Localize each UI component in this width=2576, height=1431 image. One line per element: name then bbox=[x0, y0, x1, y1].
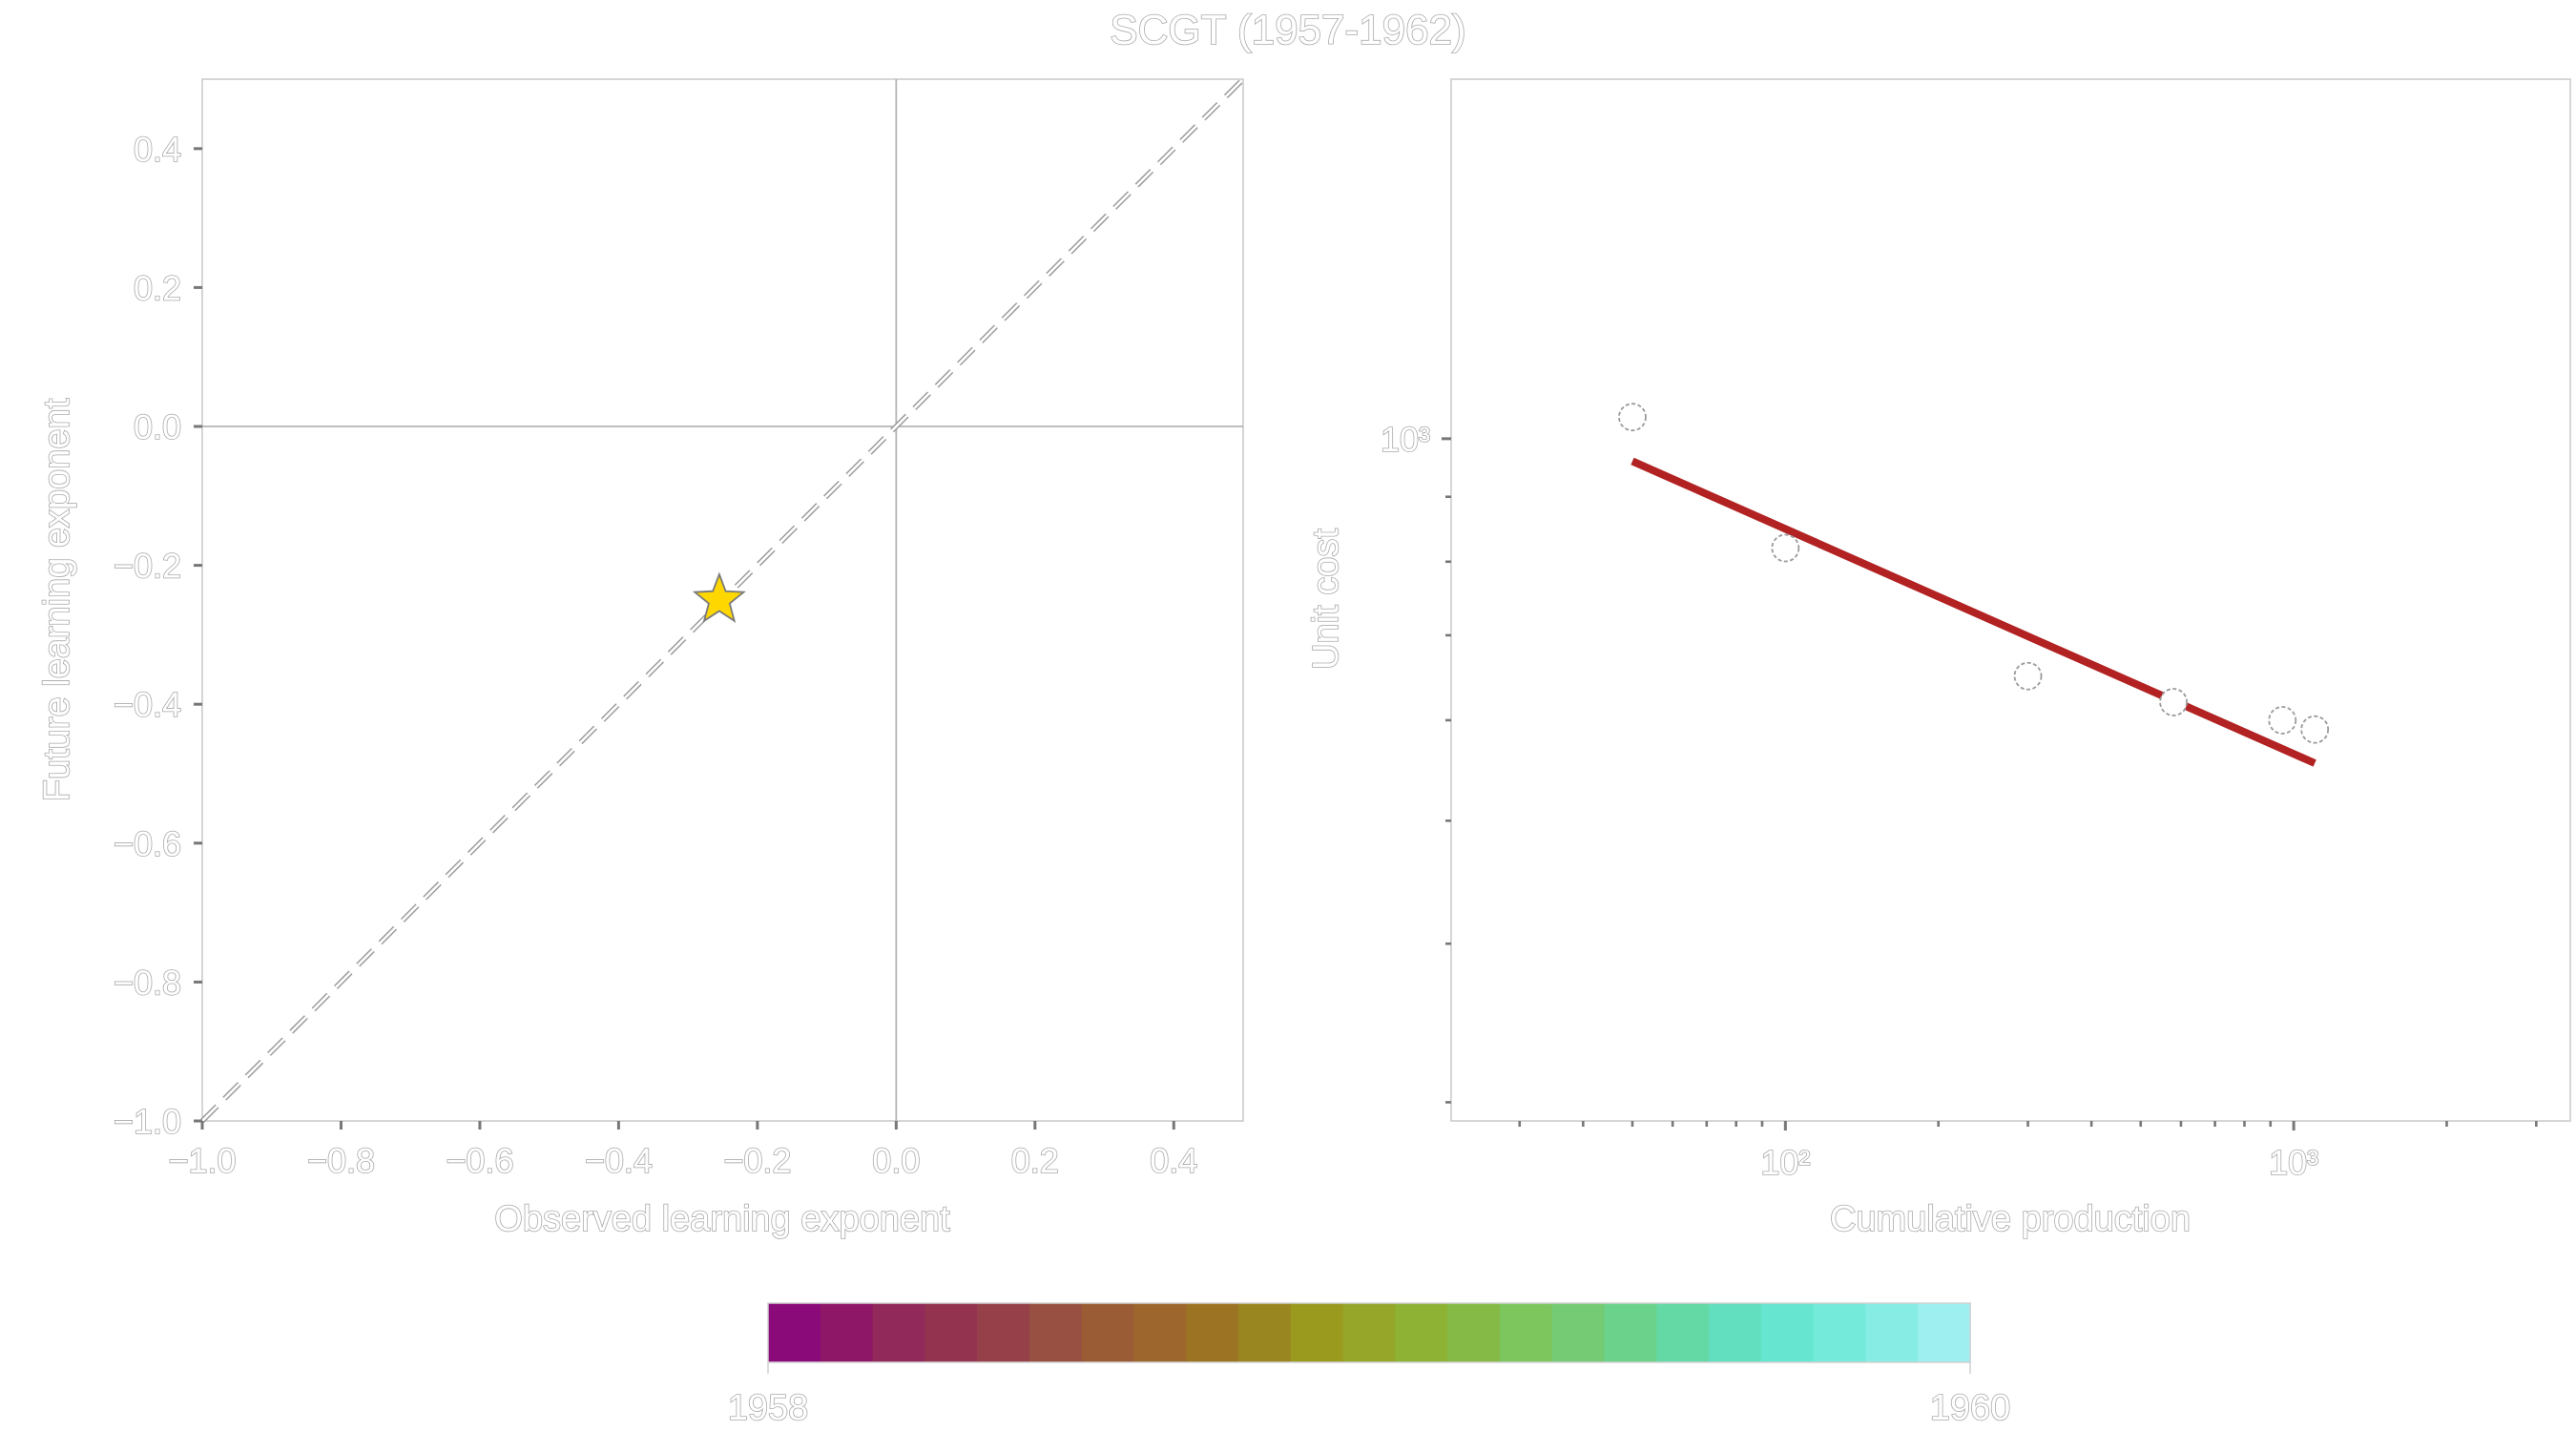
colorbar-min-label: 1958 bbox=[728, 1388, 809, 1428]
data-point bbox=[2268, 706, 2297, 735]
colorbar-segment bbox=[1918, 1303, 1971, 1362]
left-y-axis-label: Future learning exponent bbox=[37, 398, 77, 801]
right-plot-frame bbox=[1450, 78, 2571, 1122]
left-x-ticks: −1.0 −0.8 −0.6 −0.4 −0.2 0.0 0.2 0.4 bbox=[168, 1121, 1198, 1181]
colorbar-segment bbox=[1081, 1303, 1135, 1362]
colorbar-segment bbox=[1290, 1303, 1344, 1362]
colorbar-segment bbox=[1028, 1303, 1083, 1362]
colorbar-max-label: 1960 bbox=[1930, 1388, 2011, 1428]
left-x-tick-label: 0.4 bbox=[1150, 1141, 1197, 1180]
left-x-tick-label: −0.6 bbox=[446, 1141, 513, 1180]
left-x-tick-label: 0.2 bbox=[1011, 1141, 1059, 1180]
left-y-tick-label: 0.0 bbox=[134, 407, 181, 446]
left-y-ticks: −1.0 −0.8 −0.6 −0.4 −0.2 0.0 0.2 0.4 bbox=[113, 129, 202, 1142]
data-point bbox=[2300, 715, 2330, 744]
right-x-ticks: 10² 10³ bbox=[1518, 1121, 2538, 1183]
colorbar-segment bbox=[1499, 1303, 1553, 1362]
left-x-tick-label: −0.4 bbox=[585, 1141, 653, 1180]
colorbar-segment bbox=[1395, 1303, 1448, 1362]
right-panel: 10² 10³ 10³ Cumulative production Unit co… bbox=[1305, 78, 2571, 1240]
data-point bbox=[2159, 688, 2188, 716]
colorbar-segment bbox=[768, 1303, 821, 1362]
left-x-axis-label: Observed learning exponent bbox=[494, 1199, 950, 1239]
right-fit-line bbox=[1631, 457, 2316, 767]
colorbar-segments bbox=[768, 1303, 1971, 1362]
star-point bbox=[692, 571, 746, 623]
data-point bbox=[2013, 661, 2043, 691]
left-x-tick-label: −1.0 bbox=[168, 1141, 236, 1180]
colorbar-segment bbox=[1656, 1303, 1710, 1362]
left-y-tick-label: −1.0 bbox=[114, 1102, 181, 1141]
colorbar-segment bbox=[1133, 1303, 1188, 1362]
colorbar-segment bbox=[872, 1303, 926, 1362]
colorbar-frame bbox=[767, 1302, 1971, 1363]
left-x-tick-label: 0.0 bbox=[872, 1141, 920, 1180]
colorbar-segment bbox=[1447, 1303, 1501, 1362]
colorbar-segment bbox=[1865, 1303, 1920, 1362]
right-y-ticks: 10³ bbox=[1380, 419, 1451, 1104]
right-x-axis-label: Cumulative production bbox=[1830, 1199, 2191, 1239]
right-points bbox=[1618, 403, 2330, 744]
colorbar-segment bbox=[977, 1303, 1030, 1362]
colorbar-segment bbox=[1186, 1303, 1239, 1362]
right-y-axis-label: Unit cost bbox=[1306, 529, 1346, 670]
left-y-tick-label: −0.2 bbox=[114, 547, 181, 586]
colorbar-segment bbox=[1813, 1303, 1867, 1362]
right-y-tick-label: 10³ bbox=[1381, 420, 1430, 459]
colorbar-segment bbox=[1604, 1303, 1658, 1362]
figure-title: SCGT (1957-1962) bbox=[1110, 7, 1465, 53]
colorbar-segment bbox=[1709, 1303, 1762, 1362]
data-point bbox=[1618, 403, 1647, 432]
right-x-tick-label: 10² bbox=[1760, 1143, 1810, 1182]
colorbar-segment bbox=[820, 1303, 874, 1362]
colorbar-segment bbox=[1760, 1303, 1815, 1362]
colorbar-segment bbox=[1551, 1303, 1606, 1362]
colorbar-segment bbox=[1238, 1303, 1292, 1362]
left-plot-frame bbox=[201, 78, 1244, 1122]
fit-line bbox=[1631, 457, 2316, 767]
left-y-tick-label: −0.6 bbox=[114, 824, 181, 863]
left-y-tick-label: 0.2 bbox=[134, 268, 181, 307]
colorbar-segment bbox=[1342, 1303, 1397, 1362]
colorbar: 1958 1960 bbox=[727, 1302, 2011, 1429]
left-points bbox=[692, 571, 746, 623]
left-y-tick-label: 0.4 bbox=[134, 130, 181, 169]
left-y-tick-label: −0.8 bbox=[114, 963, 181, 1002]
left-panel: −1.0 −0.8 −0.6 −0.4 −0.2 0.0 0.2 0.4 −1.0 −0.8 −0… bbox=[36, 77, 1245, 1240]
left-y-tick-label: −0.4 bbox=[114, 685, 181, 724]
colorbar-segment bbox=[924, 1303, 978, 1362]
right-x-tick-label: 10³ bbox=[2269, 1143, 2318, 1182]
left-x-tick-label: −0.2 bbox=[723, 1141, 791, 1180]
left-x-tick-label: −0.8 bbox=[307, 1141, 375, 1180]
data-point bbox=[1771, 533, 1800, 563]
